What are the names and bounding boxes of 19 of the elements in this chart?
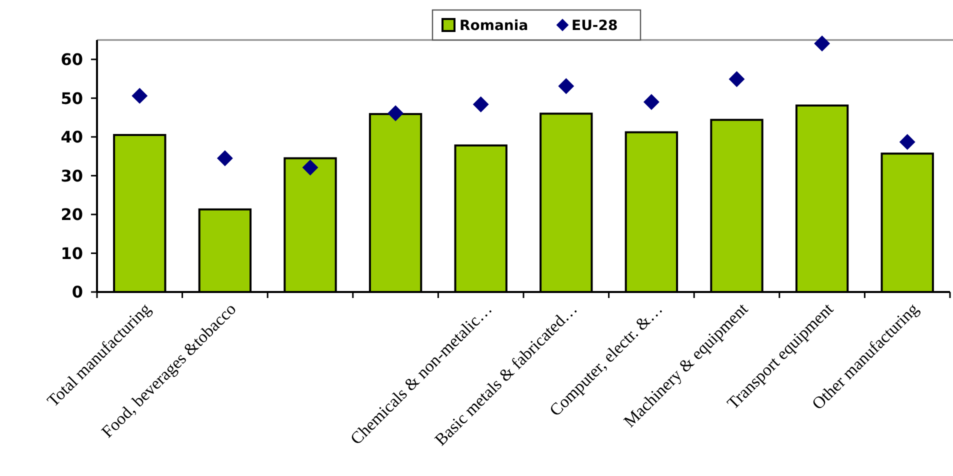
legend-label: EU-28: [572, 18, 618, 34]
point: [216, 150, 233, 166]
y-tick-label: 0: [72, 282, 83, 302]
legend-label: Romania: [460, 18, 528, 34]
y-tick-label: 30: [60, 166, 83, 186]
point: [814, 36, 830, 52]
y-tick-label: 10: [60, 244, 83, 263]
point: [302, 160, 318, 176]
point: [388, 105, 404, 122]
point: [728, 71, 745, 88]
point: [643, 94, 660, 110]
y-tick-label: 40: [60, 128, 83, 147]
point: [899, 134, 916, 150]
point: [472, 96, 489, 112]
point: [132, 88, 148, 104]
point: [558, 78, 574, 94]
y-tick-label: 60: [60, 50, 83, 69]
y-tick-label: 20: [60, 205, 83, 224]
y-tick-label: 50: [60, 88, 83, 108]
